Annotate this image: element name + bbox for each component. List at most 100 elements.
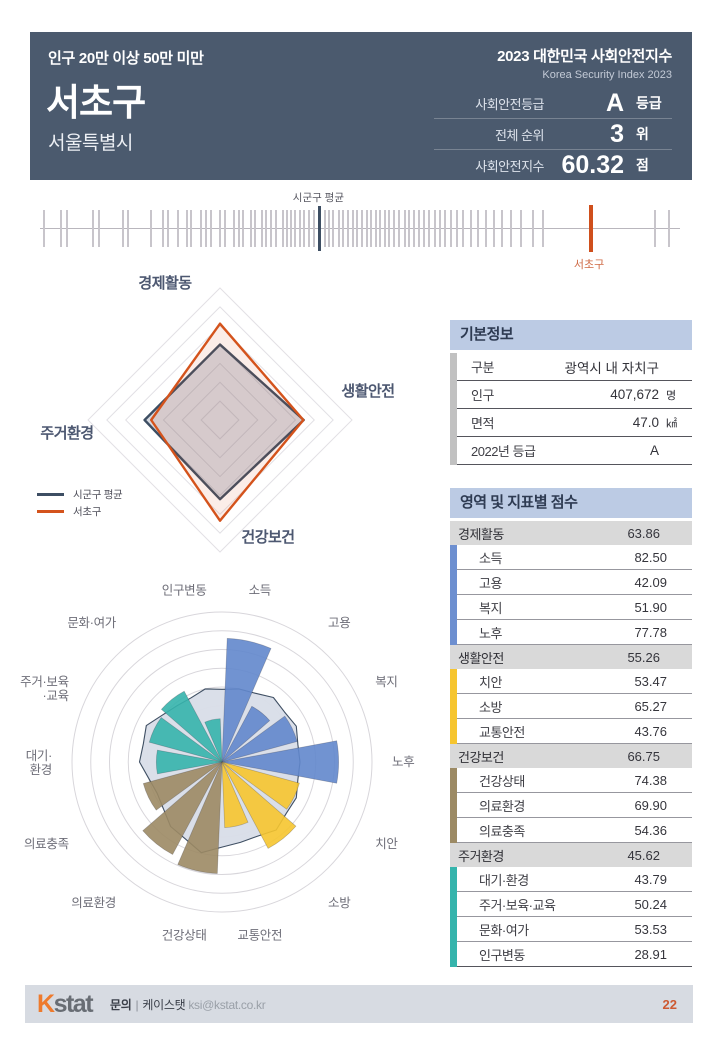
district-tick — [365, 210, 368, 247]
district-tick — [462, 210, 465, 247]
district-tick — [233, 210, 236, 247]
stat-index-unit: 점 — [636, 157, 649, 173]
district-tick — [433, 210, 436, 247]
district-tick — [356, 210, 359, 247]
score-indicator-value: 82.50 — [634, 549, 667, 565]
stat-index-value: 60.32 — [561, 150, 624, 179]
kstat-logo: Kstat — [37, 989, 94, 1018]
score-indicator-row: 복지 51.90 — [457, 595, 692, 620]
score-indicator-value: 42.09 — [634, 574, 667, 590]
stat-grade-unit: 등급 — [636, 95, 662, 111]
district-tick — [161, 210, 164, 247]
district-tick — [281, 210, 284, 247]
stat-index: 사회안전지수 60.32 점 — [434, 149, 672, 180]
stat-rank-label: 전체 순위 — [495, 127, 544, 143]
district-tick — [443, 210, 446, 247]
district-tick — [176, 210, 179, 247]
score-indicator-row: 치안 53.47 — [457, 669, 692, 694]
score-category-value: 55.26 — [627, 649, 660, 665]
basic-info-row: 2022년 등급 A — [457, 437, 692, 465]
district-tick — [299, 210, 302, 247]
district-tick — [121, 210, 124, 247]
district-tick — [303, 210, 306, 247]
score-indicator-row: 인구변동 28.91 — [457, 942, 692, 967]
score-indicator-row: 건강상태 74.38 — [457, 768, 692, 793]
score-indicator-label: 복지 — [479, 600, 502, 616]
district-tick — [438, 210, 441, 247]
district-tick — [388, 210, 391, 247]
district-distribution-strip-chart: 시군구 평균 서초구 — [40, 188, 680, 272]
kstat-logo-k: K — [37, 989, 55, 1018]
district-tick — [323, 210, 326, 247]
district-tick — [470, 210, 473, 247]
score-indicator-row: 의료충족 54.36 — [457, 818, 692, 843]
scores-table: 영역 및 지표별 점수 경제활동 63.86 소득 82.50 고용 42.09 복지… — [450, 488, 692, 967]
district-tick — [285, 210, 288, 247]
basic-info-value: 47.0 — [632, 415, 659, 430]
basic-info-row: 면적 47.0 ㎢ — [457, 409, 692, 437]
svg-text:교통안전: 교통안전 — [237, 929, 282, 943]
score-indicator-row: 의료환경 69.90 — [457, 793, 692, 818]
contact-prefix: 문의 — [110, 997, 132, 1012]
svg-text:주거·보육·교육: 주거·보육 ·교육 — [20, 675, 69, 703]
legend-swatch-district — [37, 510, 64, 513]
district-tick — [237, 210, 240, 247]
district-tick — [65, 210, 68, 247]
basic-info-row: 구분 광역시 내 자치구 — [457, 353, 692, 381]
radar-axis-label-health: 건강보건 — [241, 529, 295, 546]
score-category-label: 주거환경 — [458, 848, 504, 864]
district-tick — [242, 210, 245, 247]
svg-text:문화·여가: 문화·여가 — [67, 616, 116, 630]
district-tick — [383, 210, 386, 247]
district-tick — [166, 210, 169, 247]
district-tick — [127, 210, 130, 247]
district-tick — [375, 210, 378, 247]
district-tick — [542, 210, 545, 247]
score-indicator-value: 43.79 — [634, 871, 667, 887]
district-tick — [510, 210, 513, 247]
score-category-row: 경제활동 63.86 — [450, 521, 692, 545]
district-tick — [249, 210, 252, 247]
average-marker-label: 시군구 평균 — [292, 192, 344, 204]
radar-axis-label-economy: 경제활동 — [138, 275, 192, 292]
district-tick — [150, 210, 153, 247]
province-subtitle: 서울특별시 — [48, 133, 133, 154]
score-category-label: 생활안전 — [458, 650, 504, 666]
district-tick — [456, 210, 458, 247]
average-marker — [318, 206, 322, 251]
basic-info-label: 면적 — [471, 416, 494, 431]
district-tick — [493, 210, 496, 247]
district-tick — [352, 210, 355, 247]
report-title-block: 2023 대한민국 사회안전지수 Korea Security Index 20… — [497, 45, 672, 81]
district-tick — [190, 210, 193, 247]
contact-info: 문의 | 케이스탯 ksi@kstat.co.kr — [110, 996, 266, 1013]
stat-grade-value: A — [605, 88, 624, 117]
domain-radar-chart: 경제활동 생활안전 건강보건 주거환경 시군구 평균 서초구 — [25, 270, 435, 570]
district-tick — [185, 210, 188, 247]
score-indicator-label: 교통안전 — [479, 724, 525, 740]
score-indicator-value: 65.27 — [634, 698, 667, 714]
basic-info-title: 기본정보 — [450, 320, 692, 350]
district-marker — [589, 205, 594, 252]
score-indicator-value: 53.53 — [634, 921, 667, 937]
score-indicator-row: 대기·환경 43.79 — [457, 867, 692, 892]
district-tick — [520, 210, 522, 247]
district-tick — [500, 210, 503, 247]
score-group-items: 치안 53.47 소방 65.27 교통안전 43.76 — [450, 669, 692, 744]
district-tick — [254, 210, 257, 247]
score-category-value: 63.86 — [627, 525, 660, 541]
district-tick — [408, 210, 410, 247]
score-category-row: 주거환경 45.62 — [450, 843, 692, 867]
radar-svg — [87, 287, 353, 553]
district-tick — [219, 210, 222, 247]
svg-text:의료충족: 의료충족 — [24, 837, 69, 851]
population-band: 인구 20만 이상 50만 미만 — [48, 50, 204, 67]
radar-axis-label-housing: 주거환경 — [40, 425, 94, 442]
score-indicator-label: 인구변동 — [479, 947, 525, 963]
svg-text:소득: 소득 — [249, 583, 271, 597]
score-indicator-value: 53.47 — [634, 673, 667, 689]
score-category-value: 66.75 — [627, 748, 660, 764]
score-indicator-row: 소득 82.50 — [457, 545, 692, 570]
district-tick — [427, 210, 430, 247]
score-indicator-label: 소방 — [479, 699, 502, 715]
